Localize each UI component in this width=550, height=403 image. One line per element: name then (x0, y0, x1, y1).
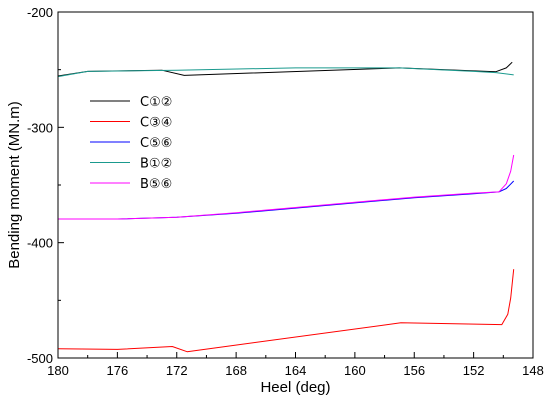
legend-label-1: C①② (140, 95, 172, 110)
legend-label-4: B①② (140, 157, 172, 172)
series-line-4 (57, 67, 514, 78)
legend: C①② C③④ C⑤⑥ B①② B⑤⑥ (90, 95, 172, 192)
x-tick-label: 164 (285, 363, 307, 378)
x-tick-label: 176 (107, 363, 129, 378)
x-tick-label: 180 (47, 363, 69, 378)
legend-label-2: C③④ (140, 116, 172, 131)
x-axis: 180 176 172 168 164 160 156 152 148 (47, 352, 544, 378)
plot-area (57, 61, 515, 353)
series-line-3 (58, 180, 515, 220)
y-tick-label: -300 (27, 120, 53, 135)
y-tick-label: -500 (27, 351, 53, 366)
x-axis-title: Heel (deg) (260, 379, 330, 396)
x-tick-label: 148 (522, 363, 544, 378)
x-tick-label: 172 (166, 363, 188, 378)
plot-frame (57, 11, 534, 359)
x-tick-label: 160 (344, 363, 366, 378)
legend-label-5: B⑤⑥ (140, 177, 172, 192)
y-tick-label: -400 (27, 236, 53, 251)
y-tick-label: -200 (27, 5, 53, 20)
series-line-1 (57, 61, 513, 77)
series-line-5 (58, 154, 515, 220)
y-axis-title: Bending moment (MN.m) (6, 101, 23, 269)
series-line-2 (57, 269, 515, 353)
y-axis: -200 -300 -400 -500 (27, 5, 64, 366)
x-tick-label: 168 (225, 363, 247, 378)
x-tick-label: 152 (463, 363, 485, 378)
x-tick-label: 156 (403, 363, 425, 378)
legend-label-3: C⑤⑥ (140, 136, 172, 151)
